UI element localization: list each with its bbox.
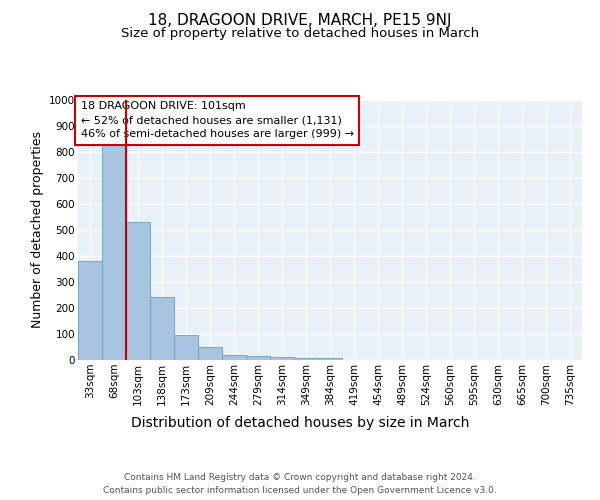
Bar bbox=[318, 358, 342, 360]
Bar bbox=[246, 356, 270, 360]
Text: Distribution of detached houses by size in March: Distribution of detached houses by size … bbox=[131, 416, 469, 430]
Bar bbox=[150, 297, 174, 360]
Bar bbox=[174, 336, 198, 360]
Bar bbox=[294, 358, 318, 360]
Text: 18 DRAGOON DRIVE: 101sqm
← 52% of detached houses are smaller (1,131)
46% of sem: 18 DRAGOON DRIVE: 101sqm ← 52% of detach… bbox=[80, 102, 353, 140]
Text: Size of property relative to detached houses in March: Size of property relative to detached ho… bbox=[121, 28, 479, 40]
Y-axis label: Number of detached properties: Number of detached properties bbox=[31, 132, 44, 328]
Bar bbox=[78, 261, 102, 360]
Bar bbox=[126, 222, 150, 360]
Text: 18, DRAGOON DRIVE, MARCH, PE15 9NJ: 18, DRAGOON DRIVE, MARCH, PE15 9NJ bbox=[148, 12, 452, 28]
Bar bbox=[270, 358, 294, 360]
Bar bbox=[102, 144, 126, 360]
Bar bbox=[222, 355, 246, 360]
Text: Contains HM Land Registry data © Crown copyright and database right 2024.
Contai: Contains HM Land Registry data © Crown c… bbox=[103, 474, 497, 495]
Bar bbox=[198, 347, 222, 360]
